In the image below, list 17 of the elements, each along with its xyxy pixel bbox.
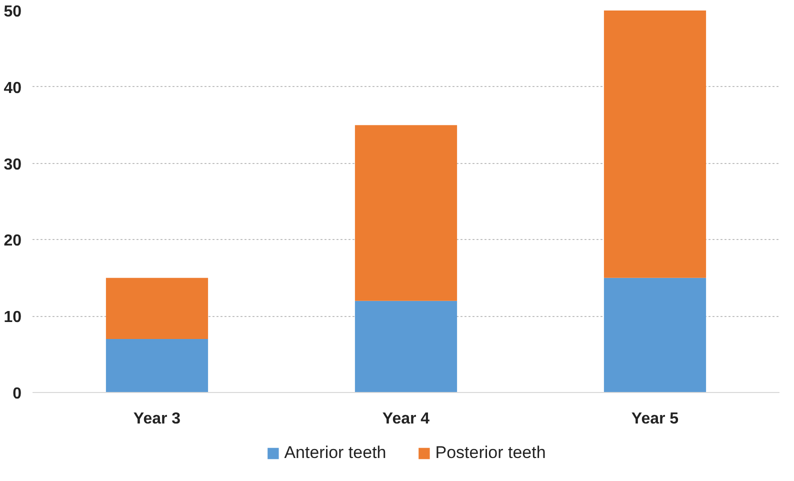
bar <box>106 278 208 340</box>
x-tick-label: Year 5 <box>631 410 679 428</box>
x-tick-label: Year 3 <box>133 410 181 428</box>
y-tick-label: 50 <box>4 4 22 20</box>
x-tick-label: Year 4 <box>382 410 430 428</box>
y-tick-label: 0 <box>12 386 22 402</box>
bar <box>106 339 208 392</box>
legend-label: Posterior teeth <box>435 443 546 463</box>
y-tick-label: 40 <box>4 80 22 97</box>
y-tick-label: 10 <box>4 309 22 326</box>
bar <box>354 300 458 392</box>
y-tick-label: 20 <box>4 232 22 250</box>
y-tick-label: 30 <box>4 156 22 174</box>
bar <box>604 278 706 392</box>
legend-label: Anterior teeth <box>284 443 386 463</box>
bar <box>354 125 458 301</box>
bar <box>604 10 706 278</box>
